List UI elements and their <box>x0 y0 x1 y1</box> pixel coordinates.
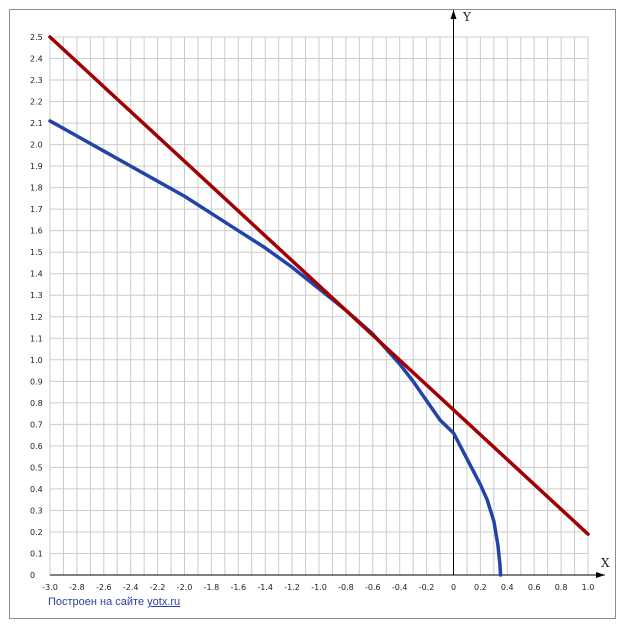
y-tick-label: 1.3 <box>30 291 43 300</box>
y-tick-label: 2.0 <box>30 141 43 150</box>
x-tick-label: -2.6 <box>96 583 112 592</box>
grid <box>49 36 589 576</box>
x-tick-label: 0.6 <box>528 583 541 592</box>
credit-text: Построен на сайте <box>48 596 145 608</box>
x-tick-label: 0 <box>451 583 456 592</box>
x-tick-label: -0.6 <box>365 583 381 592</box>
x-axis-name: X <box>601 556 610 570</box>
y-tick-label: 1.7 <box>30 205 43 214</box>
y-tick-label: 1.5 <box>30 248 43 257</box>
axes <box>50 10 605 578</box>
y-tick-label: 1.2 <box>30 313 43 322</box>
x-tick-label: -1.8 <box>204 583 220 592</box>
y-axis-arrow <box>450 10 457 19</box>
y-tick-label: 2.5 <box>30 33 43 42</box>
y-tick-label: 1.0 <box>30 356 43 365</box>
y-tick-label: 2.2 <box>30 98 43 107</box>
y-tick-label: 0.8 <box>30 399 43 408</box>
x-tick-label: -0.4 <box>392 583 408 592</box>
chart-frame <box>9 9 616 619</box>
y-tick-label: 0 <box>30 571 35 580</box>
y-tick-label: 0.3 <box>30 506 43 515</box>
x-tick-label: 0.4 <box>501 583 514 592</box>
series-group <box>48 35 590 577</box>
y-tick-label: 1.9 <box>30 162 43 171</box>
x-axis-arrow <box>596 572 605 578</box>
y-tick-label: 1.6 <box>30 227 43 236</box>
x-tick-label: 0.2 <box>474 583 487 592</box>
x-tick-label: -2.8 <box>69 583 85 592</box>
y-tick-label: 0.5 <box>30 463 43 472</box>
yotx-link[interactable]: yotx.ru <box>147 596 181 608</box>
y-tick-label: 1.4 <box>30 270 43 279</box>
y-tick-label: 1.8 <box>30 184 43 193</box>
x-tick-label: -0.8 <box>338 583 354 592</box>
y-tick-labels: 0 0.1 0.2 0.3 0.4 0.5 0.6 0.7 0.8 0.9 1.0 1.1 1.2 1.3… <box>30 33 43 580</box>
y-tick-label: 0.9 <box>30 377 43 386</box>
y-tick-label: 1.1 <box>30 334 43 343</box>
y-tick-label: 0.2 <box>30 528 43 537</box>
y-tick-label: 2.4 <box>30 55 43 64</box>
x-tick-label: -1.4 <box>257 583 273 592</box>
y-tick-label: 0.1 <box>30 549 43 558</box>
x-tick-label: -1.0 <box>311 583 327 592</box>
y-axis-name: Y <box>462 10 472 24</box>
x-tick-label: 1.0 <box>582 583 595 592</box>
x-tick-label: -3.0 <box>42 583 58 592</box>
y-tick-label: 0.7 <box>30 420 43 429</box>
y-tick-label: 0.4 <box>30 485 43 494</box>
x-tick-label: -2.0 <box>177 583 193 592</box>
x-tick-label: -0.2 <box>419 583 435 592</box>
credit-line: Построен на сайте yotx.ru <box>48 596 180 608</box>
x-tick-label: -2.4 <box>123 583 139 592</box>
x-tick-label: -2.2 <box>150 583 166 592</box>
series-tangent-line <box>48 35 590 536</box>
x-tick-label: 0.8 <box>555 583 568 592</box>
y-tick-label: 2.3 <box>30 76 43 85</box>
y-tick-label: 2.1 <box>30 119 43 128</box>
x-tick-labels: -3.0 -2.8 -2.6 -2.4 -2.2 -2.0 -1.8 -1.6 -1.4 -1.2… <box>42 583 594 592</box>
x-tick-label: -1.6 <box>230 583 246 592</box>
y-tick-label: 0.6 <box>30 442 43 451</box>
x-tick-label: -1.2 <box>284 583 300 592</box>
